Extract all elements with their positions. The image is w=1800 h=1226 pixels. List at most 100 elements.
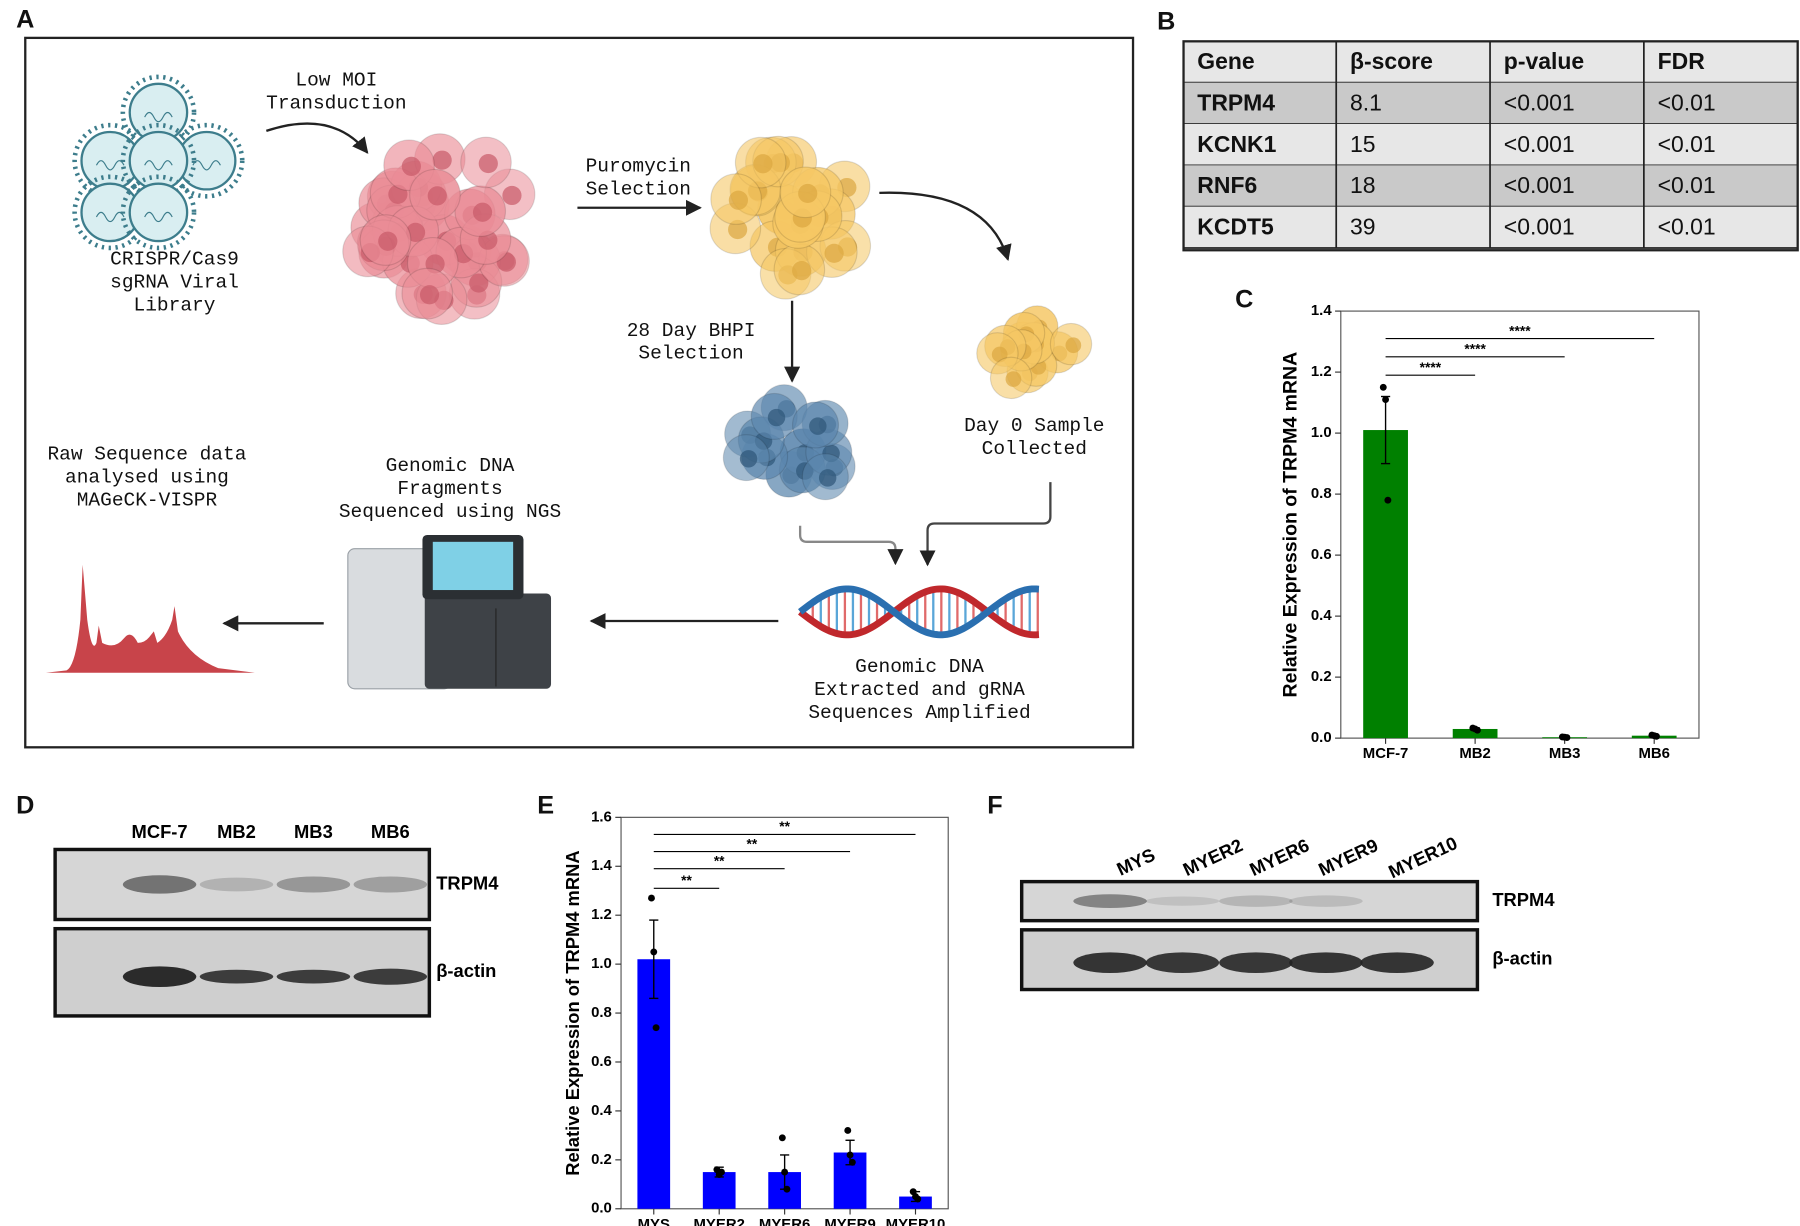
- y-tick-label: 0.2: [1311, 668, 1332, 685]
- table-cell: 18: [1350, 172, 1376, 198]
- blot-band: [1219, 895, 1293, 907]
- table-cell: <0.001: [1504, 172, 1575, 198]
- table-cell: RNF6: [1197, 172, 1257, 198]
- x-tick-label: MYS: [638, 1216, 670, 1226]
- blot-row-label: TRPM4: [436, 872, 499, 893]
- nucleus: [405, 222, 426, 242]
- y-tick-label: 1.0: [1311, 424, 1332, 441]
- data-point: [778, 1134, 786, 1142]
- blot-band: [1073, 894, 1147, 909]
- diagram-label: Sequenced using NGS: [339, 501, 561, 523]
- significance-label: **: [747, 836, 758, 851]
- diagram-label: Sequences Amplified: [808, 702, 1030, 724]
- virus-rna: [144, 160, 173, 171]
- x-tick-label: MB6: [1638, 745, 1669, 762]
- table-cell: <0.01: [1658, 172, 1716, 198]
- virus-capsid: [128, 182, 189, 243]
- arrow: [879, 191, 1012, 261]
- diagram-label: Genomic DNA: [386, 455, 515, 477]
- lane-label: MYER10: [1385, 832, 1460, 882]
- virus-icon: [120, 174, 197, 251]
- lane-label: MB2: [217, 821, 256, 842]
- sequence-peaks: [45, 564, 255, 673]
- blot-band: [1145, 896, 1220, 906]
- y-tick-label: 0.4: [591, 1102, 612, 1119]
- table-cell: TRPM4: [1197, 90, 1275, 116]
- y-tick-label: 1.4: [1311, 302, 1332, 319]
- diagram-label: 28 Day BHPI: [627, 320, 756, 342]
- dna-strand: [798, 585, 1040, 639]
- diagram-label: Selection: [638, 343, 743, 365]
- panel-label: A: [16, 5, 34, 33]
- table-cell: <0.001: [1504, 131, 1575, 157]
- cell-cluster: [709, 135, 872, 300]
- data-point: [1563, 734, 1571, 741]
- y-tick-label: 1.6: [591, 808, 612, 825]
- y-tick-label: 0.0: [1311, 729, 1332, 746]
- nucleus: [419, 285, 440, 305]
- blot-band: [276, 876, 351, 893]
- y-tick-label: 0.6: [1311, 546, 1332, 563]
- panel-label: B: [1157, 8, 1175, 36]
- table-cell: KCNK1: [1197, 131, 1276, 157]
- y-tick-label: 0.4: [1311, 607, 1332, 624]
- bar: [899, 1196, 932, 1209]
- machine-screen: [432, 541, 514, 591]
- y-tick-label: 0.8: [591, 1004, 612, 1021]
- panel-label: F: [987, 792, 1002, 820]
- data-point: [1473, 726, 1481, 734]
- data-point: [650, 948, 658, 956]
- table-header-cell: FDR: [1658, 48, 1706, 74]
- data-point: [846, 1151, 854, 1159]
- x-tick-label: MYER9: [824, 1216, 875, 1226]
- y-axis-label: Relative Expression of TRPM4 mRNA: [1280, 352, 1302, 698]
- lane-label: MYS: [1113, 844, 1158, 880]
- nucleus: [728, 190, 748, 210]
- nucleus: [401, 156, 421, 176]
- table-frame: [1182, 40, 1799, 252]
- dna-strand: [798, 585, 1040, 639]
- nucleus: [767, 408, 786, 427]
- significance-label: ****: [1464, 342, 1486, 357]
- table-cell: <0.001: [1504, 90, 1575, 116]
- cell-cluster: [722, 384, 856, 501]
- x-tick-label: MYER10: [886, 1216, 946, 1226]
- blot-row-label: β-actin: [436, 960, 496, 981]
- blot-band: [122, 966, 197, 987]
- lane-label: MCF-7: [132, 821, 188, 842]
- nucleus: [798, 183, 818, 204]
- panel-label: C: [1235, 285, 1253, 313]
- table-cell: <0.01: [1658, 214, 1716, 240]
- virus-rna: [144, 111, 173, 123]
- nucleus: [502, 185, 522, 206]
- diagram-label: Selection: [586, 179, 691, 201]
- bar: [1363, 430, 1408, 739]
- blot-membrane: [53, 847, 432, 922]
- y-axis-label: Relative Expression of TRPM4 mRNA: [562, 850, 583, 1175]
- blot-band: [1219, 952, 1293, 973]
- diagram-label: Genomic DNA: [855, 656, 984, 678]
- diagram-label: Library: [134, 295, 216, 317]
- blot-band: [122, 875, 197, 894]
- data-point: [652, 1024, 660, 1032]
- y-tick-label: 0.8: [1311, 485, 1332, 502]
- plot-frame: [1340, 310, 1700, 739]
- cell-cluster: [342, 133, 536, 326]
- data-point: [781, 1168, 789, 1176]
- blot-band: [1360, 952, 1434, 973]
- table-header-cell: β-score: [1350, 48, 1433, 74]
- y-tick-label: 0.2: [591, 1151, 612, 1168]
- virus-rna: [192, 160, 221, 171]
- lane-label: MYER2: [1180, 834, 1246, 880]
- blot-band: [1073, 952, 1147, 973]
- cell-cluster: [976, 305, 1093, 400]
- blot-band: [199, 969, 274, 984]
- diagram-label: MAGeCK-VISPR: [77, 490, 218, 512]
- blot-band: [1289, 895, 1363, 907]
- table-cell: KCDT5: [1197, 214, 1274, 240]
- table-header-cell: p-value: [1504, 48, 1584, 74]
- nucleus: [432, 150, 452, 170]
